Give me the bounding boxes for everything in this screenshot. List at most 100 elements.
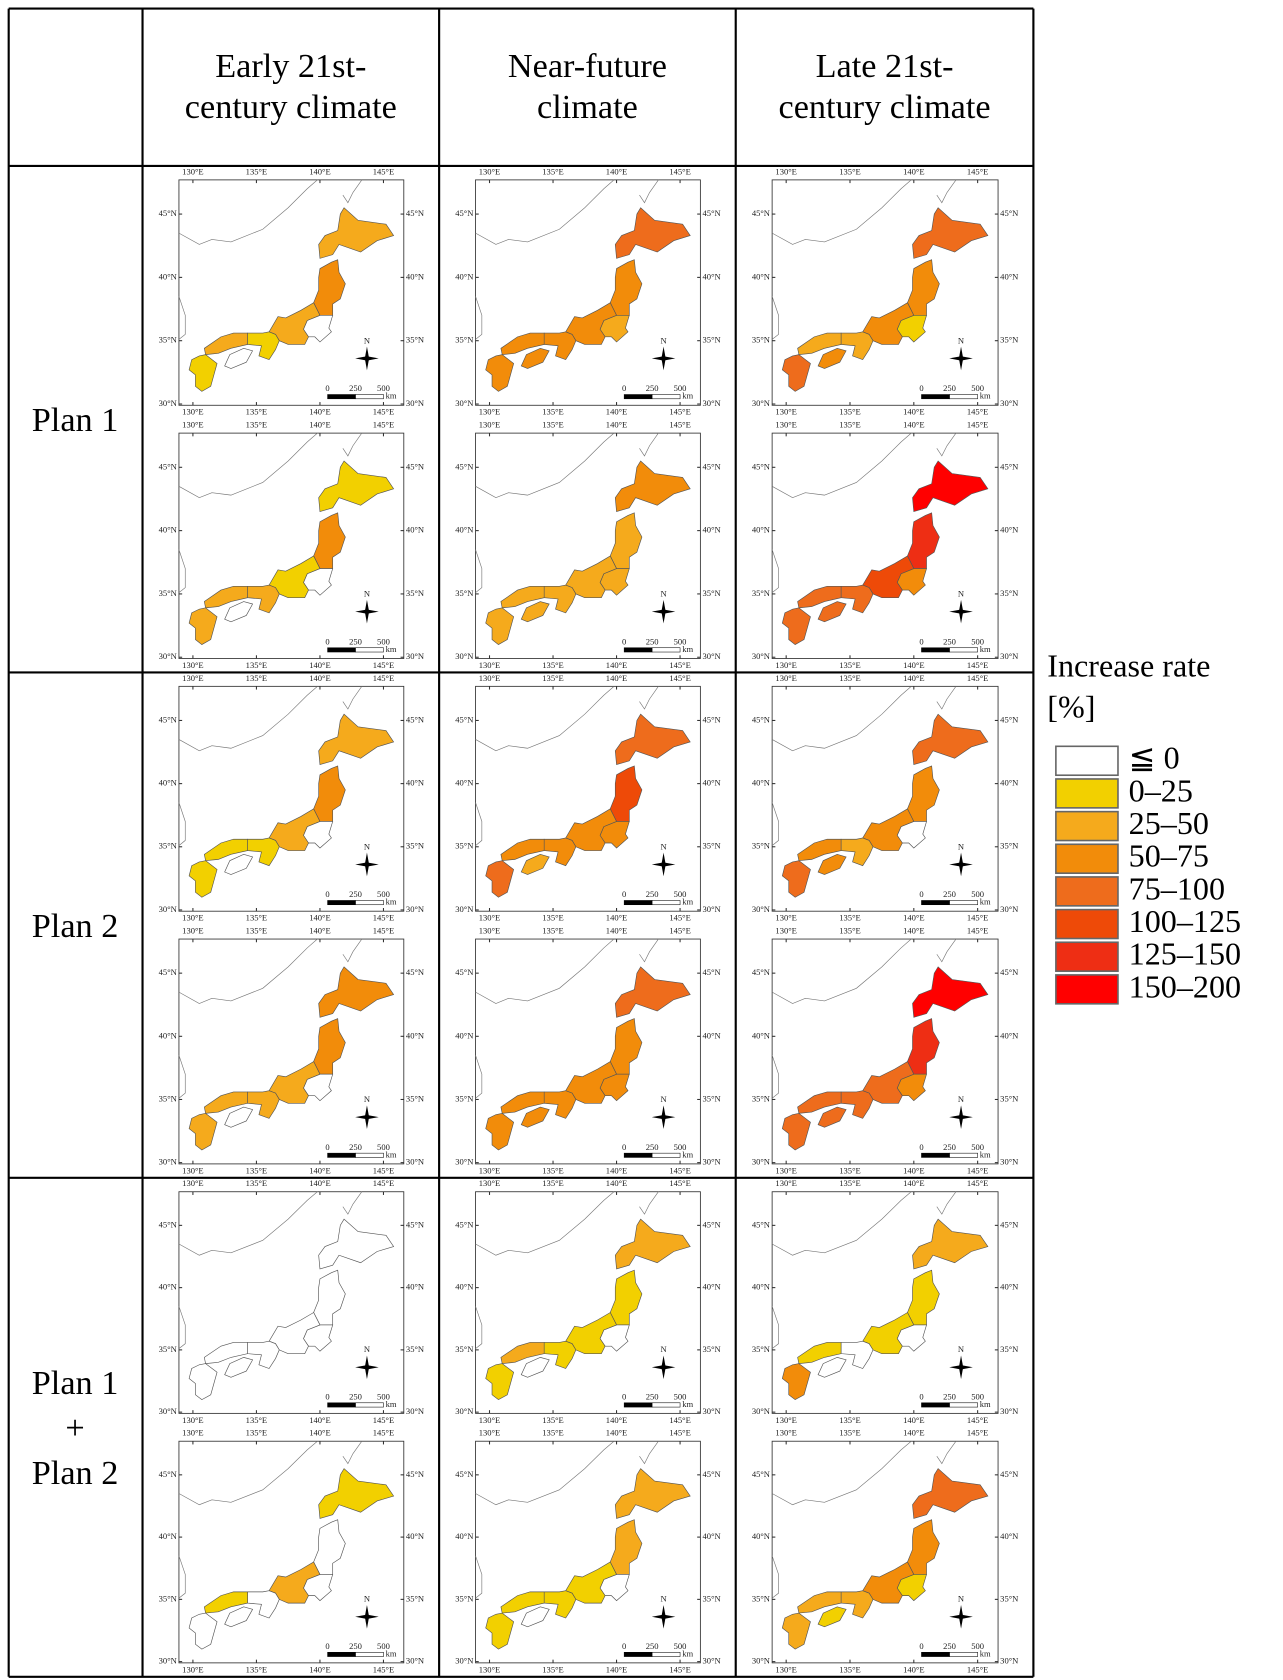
lat-label: 30°N [159, 1406, 177, 1416]
scale-bar [327, 1152, 356, 1158]
column-header: climate [537, 88, 638, 126]
lon-label: 135°E [542, 1165, 563, 1175]
lon-label: 130°E [775, 1178, 796, 1188]
lon-label: 130°E [775, 1664, 796, 1674]
lon-label: 140°E [606, 660, 627, 670]
lon-label: 145°E [669, 1664, 690, 1674]
region [565, 555, 617, 599]
lon-label: 130°E [775, 1165, 796, 1175]
coastline [771, 1306, 779, 1349]
lat-label: 45°N [406, 714, 424, 724]
lat-label: 30°N [455, 1656, 473, 1666]
lat-label: 35°N [406, 335, 424, 345]
coastline [771, 1555, 779, 1599]
region [485, 1113, 515, 1151]
legend-unit: [%] [1047, 688, 1095, 724]
scale-bar [949, 394, 978, 400]
lon-label: 145°E [669, 407, 690, 417]
map-panel: 130°E 130°E 135°E 135°E 140°E 140°E 145°E 145°E… [752, 1428, 1018, 1675]
lat-label: 35°N [703, 1593, 721, 1603]
lon-label: 140°E [606, 1178, 627, 1188]
lon-label: 130°E [182, 913, 203, 923]
lat-label: 40°N [703, 1030, 721, 1040]
lat-label: 35°N [1000, 588, 1018, 598]
scale-label: 0 [325, 636, 329, 646]
scale-bar [623, 394, 653, 400]
region [862, 1312, 915, 1354]
region [188, 1363, 218, 1401]
row-header: Plan 1 [32, 401, 119, 439]
region [268, 1312, 321, 1354]
scale-bar [651, 900, 681, 906]
region [268, 302, 321, 345]
map-frame [475, 1191, 701, 1414]
scale-label: 250 [943, 1142, 956, 1152]
lat-label: 35°N [752, 335, 770, 345]
lon-label: 130°E [479, 407, 500, 417]
region [781, 607, 811, 645]
region [268, 555, 321, 599]
scale-label: 500 [674, 889, 687, 899]
scale-label: 0 [325, 383, 329, 393]
coastline [342, 179, 363, 204]
lat-label: 30°N [752, 398, 770, 408]
scale-unit: km [386, 1399, 397, 1409]
legend-label: 150–200 [1129, 968, 1241, 1004]
lon-label: 140°E [309, 166, 330, 176]
region [912, 1468, 989, 1519]
lat-label: 45°N [752, 461, 770, 471]
lat-label: 35°N [1000, 1344, 1018, 1354]
lon-label: 130°E [775, 926, 796, 936]
lon-label: 140°E [903, 1664, 924, 1674]
lon-label: 140°E [309, 420, 330, 430]
north-label: N [958, 841, 964, 851]
north-arrow [949, 609, 973, 614]
lon-label: 140°E [903, 926, 924, 936]
lon-label: 140°E [309, 926, 330, 936]
lat-label: 30°N [455, 1157, 473, 1167]
lon-label: 130°E [182, 1415, 203, 1425]
coastline [178, 686, 318, 752]
region [614, 207, 691, 259]
row-header: Plan 1 [32, 1364, 119, 1402]
lat-label: 30°N [752, 651, 770, 661]
scale-label: 0 [919, 1142, 923, 1152]
lon-label: 145°E [669, 1178, 690, 1188]
region [781, 860, 811, 898]
lon-label: 135°E [542, 913, 563, 923]
lon-label: 130°E [775, 1428, 796, 1438]
lon-label: 130°E [182, 420, 203, 430]
region [485, 860, 515, 898]
lat-label: 45°N [703, 208, 721, 218]
region [907, 259, 940, 316]
scale-bar [651, 1652, 681, 1657]
lat-label: 40°N [159, 1531, 177, 1541]
lon-label: 135°E [542, 420, 563, 430]
lon-label: 145°E [373, 913, 394, 923]
lon-label: 145°E [967, 926, 988, 936]
lat-label: 40°N [1000, 1030, 1018, 1040]
region [520, 854, 550, 875]
region [318, 1218, 395, 1270]
lon-label: 135°E [839, 926, 860, 936]
scale-label: 250 [943, 636, 956, 646]
lat-label: 30°N [406, 651, 424, 661]
scale-bar [623, 647, 653, 653]
region [224, 1606, 254, 1628]
lat-label: 35°N [703, 588, 721, 598]
coastline [178, 432, 318, 499]
lat-label: 35°N [455, 1093, 473, 1103]
region [520, 1357, 550, 1378]
region [912, 966, 989, 1018]
lon-label: 130°E [479, 673, 500, 683]
lat-label: 35°N [752, 588, 770, 598]
lat-label: 45°N [406, 208, 424, 218]
scale-label: 250 [349, 383, 362, 393]
lat-label: 35°N [406, 588, 424, 598]
lon-label: 140°E [903, 1178, 924, 1188]
scale-unit: km [682, 1149, 693, 1159]
lon-label: 145°E [373, 1428, 394, 1438]
region [318, 966, 395, 1018]
column-header: century climate [185, 88, 397, 126]
